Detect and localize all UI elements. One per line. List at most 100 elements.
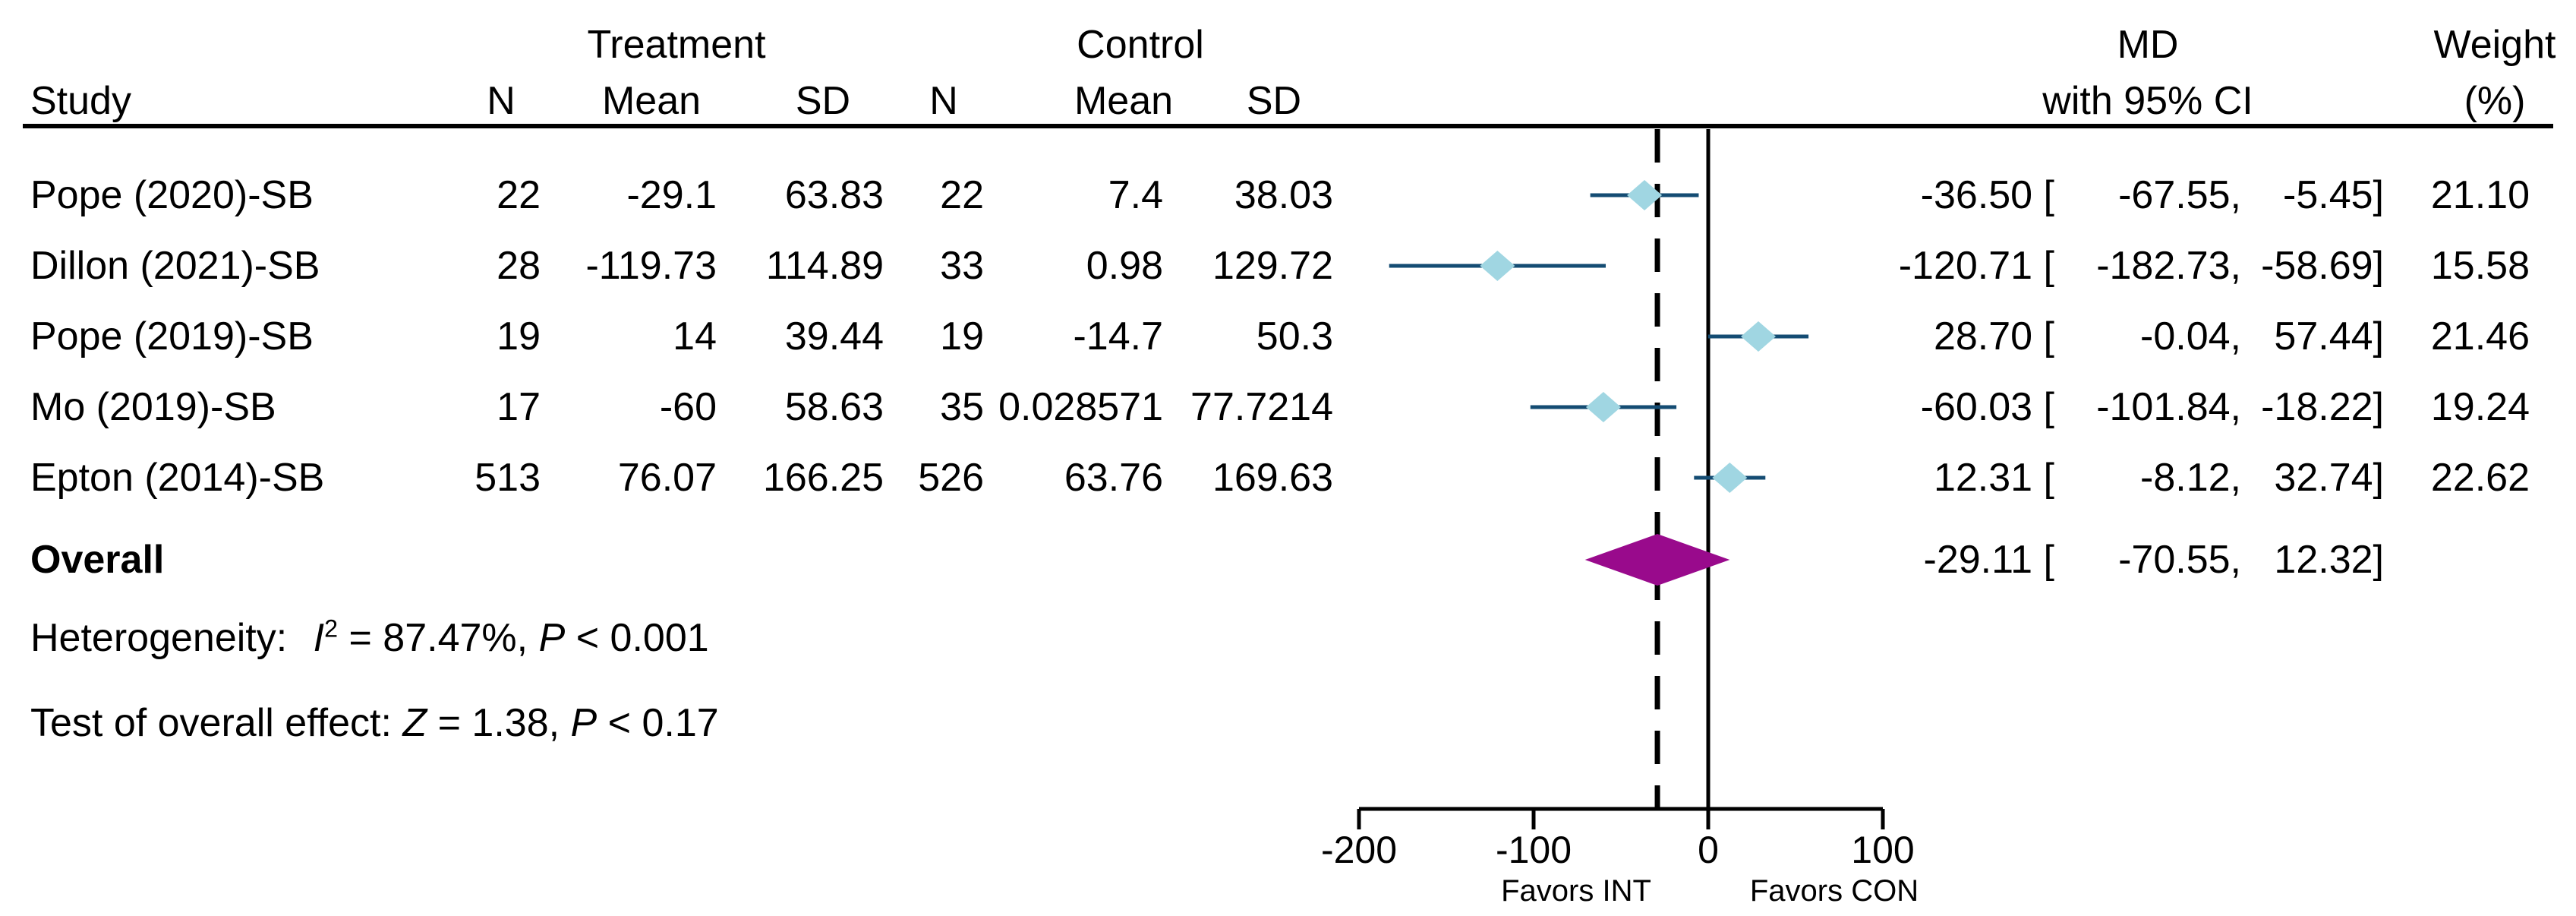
sd-treatment-cell: 39.44 xyxy=(784,314,884,359)
col-header-md-line2: with 95% CI xyxy=(2042,79,2253,123)
x-tick-label-neg200: -200 xyxy=(1320,829,1398,871)
ci-high-cell: 32.74] xyxy=(2274,456,2384,500)
x-tick-label-100: 100 xyxy=(1851,829,1915,871)
n-control-cell: 35 xyxy=(940,385,984,429)
overall-label: Overall xyxy=(30,538,165,582)
table-row: Pope (2020)-SB 22 -29.1 63.83 22 7.4 38.… xyxy=(0,172,2576,219)
study-point-marker xyxy=(1712,463,1748,493)
md-value-cell: 12.31 [ xyxy=(1933,456,2054,500)
overall-md-value: -29.11 [ xyxy=(1923,538,2054,582)
ci-high-cell: -58.69] xyxy=(2261,244,2384,288)
n-control-cell: 22 xyxy=(940,173,984,217)
ci-low-cell: -8.12, xyxy=(2140,456,2241,500)
table-row: Pope (2019)-SB 19 14 39.44 19 -14.7 50.3… xyxy=(0,313,2576,360)
heterogeneity-line: Heterogeneity: I2 = 87.47%, P < 0.001 xyxy=(30,614,709,662)
col-header-weight-line2: (%) xyxy=(2464,79,2526,123)
col-header-weight-line1: Weight xyxy=(2433,23,2556,67)
weight-cell: 21.10 xyxy=(2430,173,2530,217)
p-value: < 0.001 xyxy=(565,616,709,660)
study-point-marker xyxy=(1627,180,1663,210)
x-tick-label-0: 0 xyxy=(1698,829,1719,871)
col-header-mean-control: Mean xyxy=(1074,79,1174,123)
study-name-cell: Pope (2020)-SB xyxy=(30,173,314,217)
table-row: Dillon (2021)-SB 28 -119.73 114.89 33 0.… xyxy=(0,242,2576,289)
sd-treatment-cell: 114.89 xyxy=(765,244,884,288)
p-symbol: P xyxy=(538,616,566,660)
sd-control-cell: 50.3 xyxy=(1256,314,1333,359)
study-point-marker xyxy=(1480,251,1515,281)
overall-effect-test-line: Test of overall effect: Z = 1.38, P < 0.… xyxy=(30,700,719,747)
z-value: = 1.38, xyxy=(427,701,571,745)
mean-control-cell: 0.98 xyxy=(1086,244,1163,288)
mean-control-cell: -14.7 xyxy=(1073,314,1163,359)
col-header-n-control: N xyxy=(929,79,958,123)
md-value-cell: -120.71 [ xyxy=(1898,244,2054,288)
p-symbol: P xyxy=(570,701,597,745)
study-name-cell: Dillon (2021)-SB xyxy=(30,244,320,288)
overall-ci-high: 12.32] xyxy=(2274,538,2384,582)
i-squared-symbol: I xyxy=(313,616,325,660)
mean-treatment-cell: 14 xyxy=(673,314,717,359)
mean-treatment-cell: -119.73 xyxy=(585,244,717,288)
sd-treatment-cell: 63.83 xyxy=(784,173,884,217)
study-name-cell: Mo (2019)-SB xyxy=(30,385,276,429)
sd-treatment-cell: 58.63 xyxy=(784,385,884,429)
md-value-cell: 28.70 [ xyxy=(1933,314,2054,359)
overall-diamond xyxy=(1584,534,1730,586)
n-control-cell: 33 xyxy=(940,244,984,288)
col-header-mean-treatment: Mean xyxy=(601,79,702,123)
n-treatment-cell: 17 xyxy=(497,385,541,429)
mean-treatment-cell: -60 xyxy=(659,385,717,429)
sd-control-cell: 129.72 xyxy=(1212,244,1333,288)
mean-treatment-cell: 76.07 xyxy=(617,456,717,500)
group-header-treatment: Treatment xyxy=(587,23,766,67)
ci-high-cell: -18.22] xyxy=(2261,385,2384,429)
mean-treatment-cell: -29.1 xyxy=(626,173,717,217)
test-label: Test of overall effect: xyxy=(30,701,403,745)
heterogeneity-label: Heterogeneity: xyxy=(30,616,288,660)
overall-ci-low: -70.55, xyxy=(2118,538,2241,582)
mean-control-cell: 7.4 xyxy=(1108,173,1163,217)
weight-cell: 19.24 xyxy=(2430,385,2530,429)
favors-con-label: Favors CON xyxy=(1749,874,1919,908)
favors-int-label: Favors INT xyxy=(1501,874,1651,908)
study-point-marker xyxy=(1741,321,1777,352)
ci-low-cell: -67.55, xyxy=(2118,173,2241,217)
n-treatment-cell: 28 xyxy=(497,244,541,288)
col-header-sd-treatment: SD xyxy=(795,79,851,123)
ci-high-cell: 57.44] xyxy=(2274,314,2384,359)
col-header-study: Study xyxy=(30,79,131,123)
ci-low-cell: -0.04, xyxy=(2140,314,2241,359)
n-control-cell: 526 xyxy=(918,456,984,500)
sd-control-cell: 77.7214 xyxy=(1190,385,1333,429)
table-row: Epton (2014)-SB 513 76.07 166.25 526 63.… xyxy=(0,454,2576,501)
ci-low-cell: -101.84, xyxy=(2096,385,2241,429)
overall-row: Overall -29.11 [ -70.55, 12.32] xyxy=(0,536,2576,583)
sd-control-cell: 38.03 xyxy=(1234,173,1333,217)
weight-cell: 21.46 xyxy=(2430,314,2530,359)
study-point-marker xyxy=(1585,392,1621,422)
sd-treatment-cell: 166.25 xyxy=(762,456,884,500)
p-value: < 0.17 xyxy=(597,701,719,745)
mean-control-cell: 0.028571 xyxy=(998,385,1163,429)
study-name-cell: Epton (2014)-SB xyxy=(30,456,325,500)
sd-control-cell: 169.63 xyxy=(1212,456,1333,500)
n-treatment-cell: 19 xyxy=(497,314,541,359)
n-control-cell: 19 xyxy=(940,314,984,359)
ci-high-cell: -5.45] xyxy=(2283,173,2384,217)
col-header-md-line1: MD xyxy=(2117,23,2179,67)
n-treatment-cell: 22 xyxy=(497,173,541,217)
x-tick-label-neg100: -100 xyxy=(1495,829,1572,871)
md-value-cell: -36.50 [ xyxy=(1920,173,2054,217)
table-row: Mo (2019)-SB 17 -60 58.63 35 0.028571 77… xyxy=(0,384,2576,431)
col-header-sd-control: SD xyxy=(1246,79,1302,123)
z-symbol: Z xyxy=(402,701,427,745)
md-value-cell: -60.03 [ xyxy=(1920,385,2054,429)
i-squared-value: = 87.47%, xyxy=(338,616,539,660)
i-squared-exponent: 2 xyxy=(324,614,339,643)
col-header-n-treatment: N xyxy=(487,79,516,123)
weight-cell: 15.58 xyxy=(2430,244,2530,288)
n-treatment-cell: 513 xyxy=(475,456,541,500)
